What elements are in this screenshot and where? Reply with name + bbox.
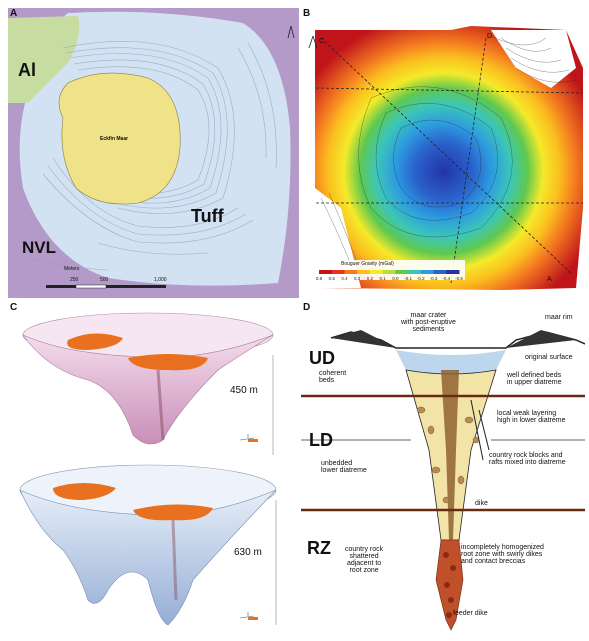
zone-label-rz: RZ bbox=[307, 538, 331, 558]
annotation-well-defined: well defined beds in upper diatreme bbox=[507, 372, 562, 386]
colorbar-tick-label: 0.2 bbox=[367, 276, 374, 281]
scale-bar bbox=[46, 284, 166, 289]
annotation-maar-rim: maar rim bbox=[545, 314, 573, 321]
colorbar-swatch bbox=[357, 270, 371, 274]
colorbar-swatch bbox=[319, 270, 333, 274]
panel-c-label: C bbox=[10, 302, 18, 313]
scale-tick-1000: 1,000 bbox=[154, 277, 167, 283]
colorbar-tick-label: 0.0 bbox=[392, 276, 399, 281]
colorbar-swatch bbox=[408, 270, 422, 274]
depth-label-630: 630 m bbox=[234, 547, 262, 558]
lake-label: Eckfin Maar bbox=[100, 136, 129, 142]
colorbar-tick-label: 0.4 bbox=[341, 276, 348, 281]
annotation-unbedded: unbedded lower diatreme bbox=[321, 460, 367, 474]
unit-al-label: Al bbox=[18, 60, 36, 80]
north-arrow-icon bbox=[308, 35, 318, 49]
colorbar-swatch bbox=[420, 270, 435, 274]
colorbar-title: Bouguer Gravity (mGal) bbox=[341, 261, 394, 267]
scale-tick-250: 250 bbox=[70, 277, 79, 283]
colorbar-tick-label: -0.4 bbox=[442, 276, 450, 281]
upper-model bbox=[22, 312, 274, 455]
panel-d-label: D bbox=[303, 302, 311, 313]
panel-a-label: A bbox=[10, 8, 18, 19]
colorbar-tick-label: 0.5 bbox=[329, 276, 336, 281]
annotation-country-shattered: country rock shattered adjacent to root … bbox=[345, 546, 384, 574]
panel-b-gravity-map: 0.8 0.5 0.4 0.3 0.2 0.1 0.0 -0.1 -0.2 -0.3 -0.4 -0.… bbox=[301, 8, 585, 298]
unit-tuff-label: Tuff bbox=[191, 206, 224, 226]
colorbar-tick-label: -0.3 bbox=[430, 276, 438, 281]
colorbar-swatch bbox=[446, 270, 460, 274]
colorbar-tick-label: 0.3 bbox=[354, 276, 361, 281]
axis-triad-icon bbox=[239, 612, 255, 619]
panel-b-label: B bbox=[303, 8, 311, 19]
colorbar-swatch bbox=[382, 270, 396, 274]
colorbar-swatch bbox=[433, 270, 447, 274]
corner-label-a: A bbox=[547, 276, 552, 283]
colorbar-tick-label: 0.1 bbox=[380, 276, 387, 281]
annotation-maar-crater: maar crater with post-eruptive sediments bbox=[401, 312, 456, 333]
panel-c-3d-model: C 450 m 630 m bbox=[8, 300, 299, 636]
annotation-incomplete-root: incompletely homogenized root zone with … bbox=[461, 544, 544, 565]
colorbar-tick-label: -0.1 bbox=[404, 276, 412, 281]
zone-label-ud: UD bbox=[309, 348, 335, 368]
lower-model bbox=[19, 464, 277, 626]
scale-tick-500: 500 bbox=[100, 277, 109, 283]
annotation-coherent-beds: coherent beds bbox=[319, 370, 347, 384]
colorbar-swatch bbox=[344, 270, 358, 274]
colorbar-swatch bbox=[331, 270, 345, 274]
scale-unit-label: Meters bbox=[64, 266, 80, 272]
diatreme-cross-section bbox=[301, 330, 585, 631]
colorbar: 0.8 0.5 0.4 0.3 0.2 0.1 0.0 -0.1 -0.2 -0.3 -0.4 -0.… bbox=[316, 270, 463, 281]
colorbar-tick-label: -0.5 bbox=[455, 276, 463, 281]
annotation-feeder-dike: feeder dike bbox=[453, 610, 488, 617]
annotation-country-blocks: country rock blocks and rafts mixed into… bbox=[489, 452, 566, 466]
annotation-local-weak: local weak layering high in lower diatre… bbox=[497, 410, 566, 424]
corner-label-d: D bbox=[487, 33, 493, 40]
north-arrow-icon bbox=[287, 25, 295, 39]
depth-label-450: 450 m bbox=[230, 385, 258, 396]
3d-diatreme-models bbox=[19, 312, 277, 626]
gravity-map: 0.8 0.5 0.4 0.3 0.2 0.1 0.0 -0.1 -0.2 -0.3 -0.4 -0.… bbox=[308, 26, 584, 290]
unit-nvl-label: NVL bbox=[22, 238, 56, 257]
colorbar-tick-label: -0.2 bbox=[417, 276, 425, 281]
geologic-map bbox=[8, 8, 299, 298]
panel-d-diatreme-schematic: D UD LD RZ maar crater with post-eruptiv… bbox=[301, 300, 585, 636]
panel-a-map: A Al NVL Tuff Eckfin Maar Meters 250 500… bbox=[8, 8, 299, 298]
corner-label-c: C bbox=[319, 38, 325, 45]
annotation-dike: dike bbox=[475, 500, 488, 507]
colorbar-tick-label: 0.8 bbox=[316, 276, 323, 281]
colorbar-swatch bbox=[395, 270, 409, 274]
colorbar-swatch bbox=[369, 270, 384, 274]
axis-triad-icon bbox=[239, 434, 255, 441]
zone-label-ld: LD bbox=[309, 430, 333, 450]
annotation-original-surface: original surface bbox=[525, 354, 573, 361]
